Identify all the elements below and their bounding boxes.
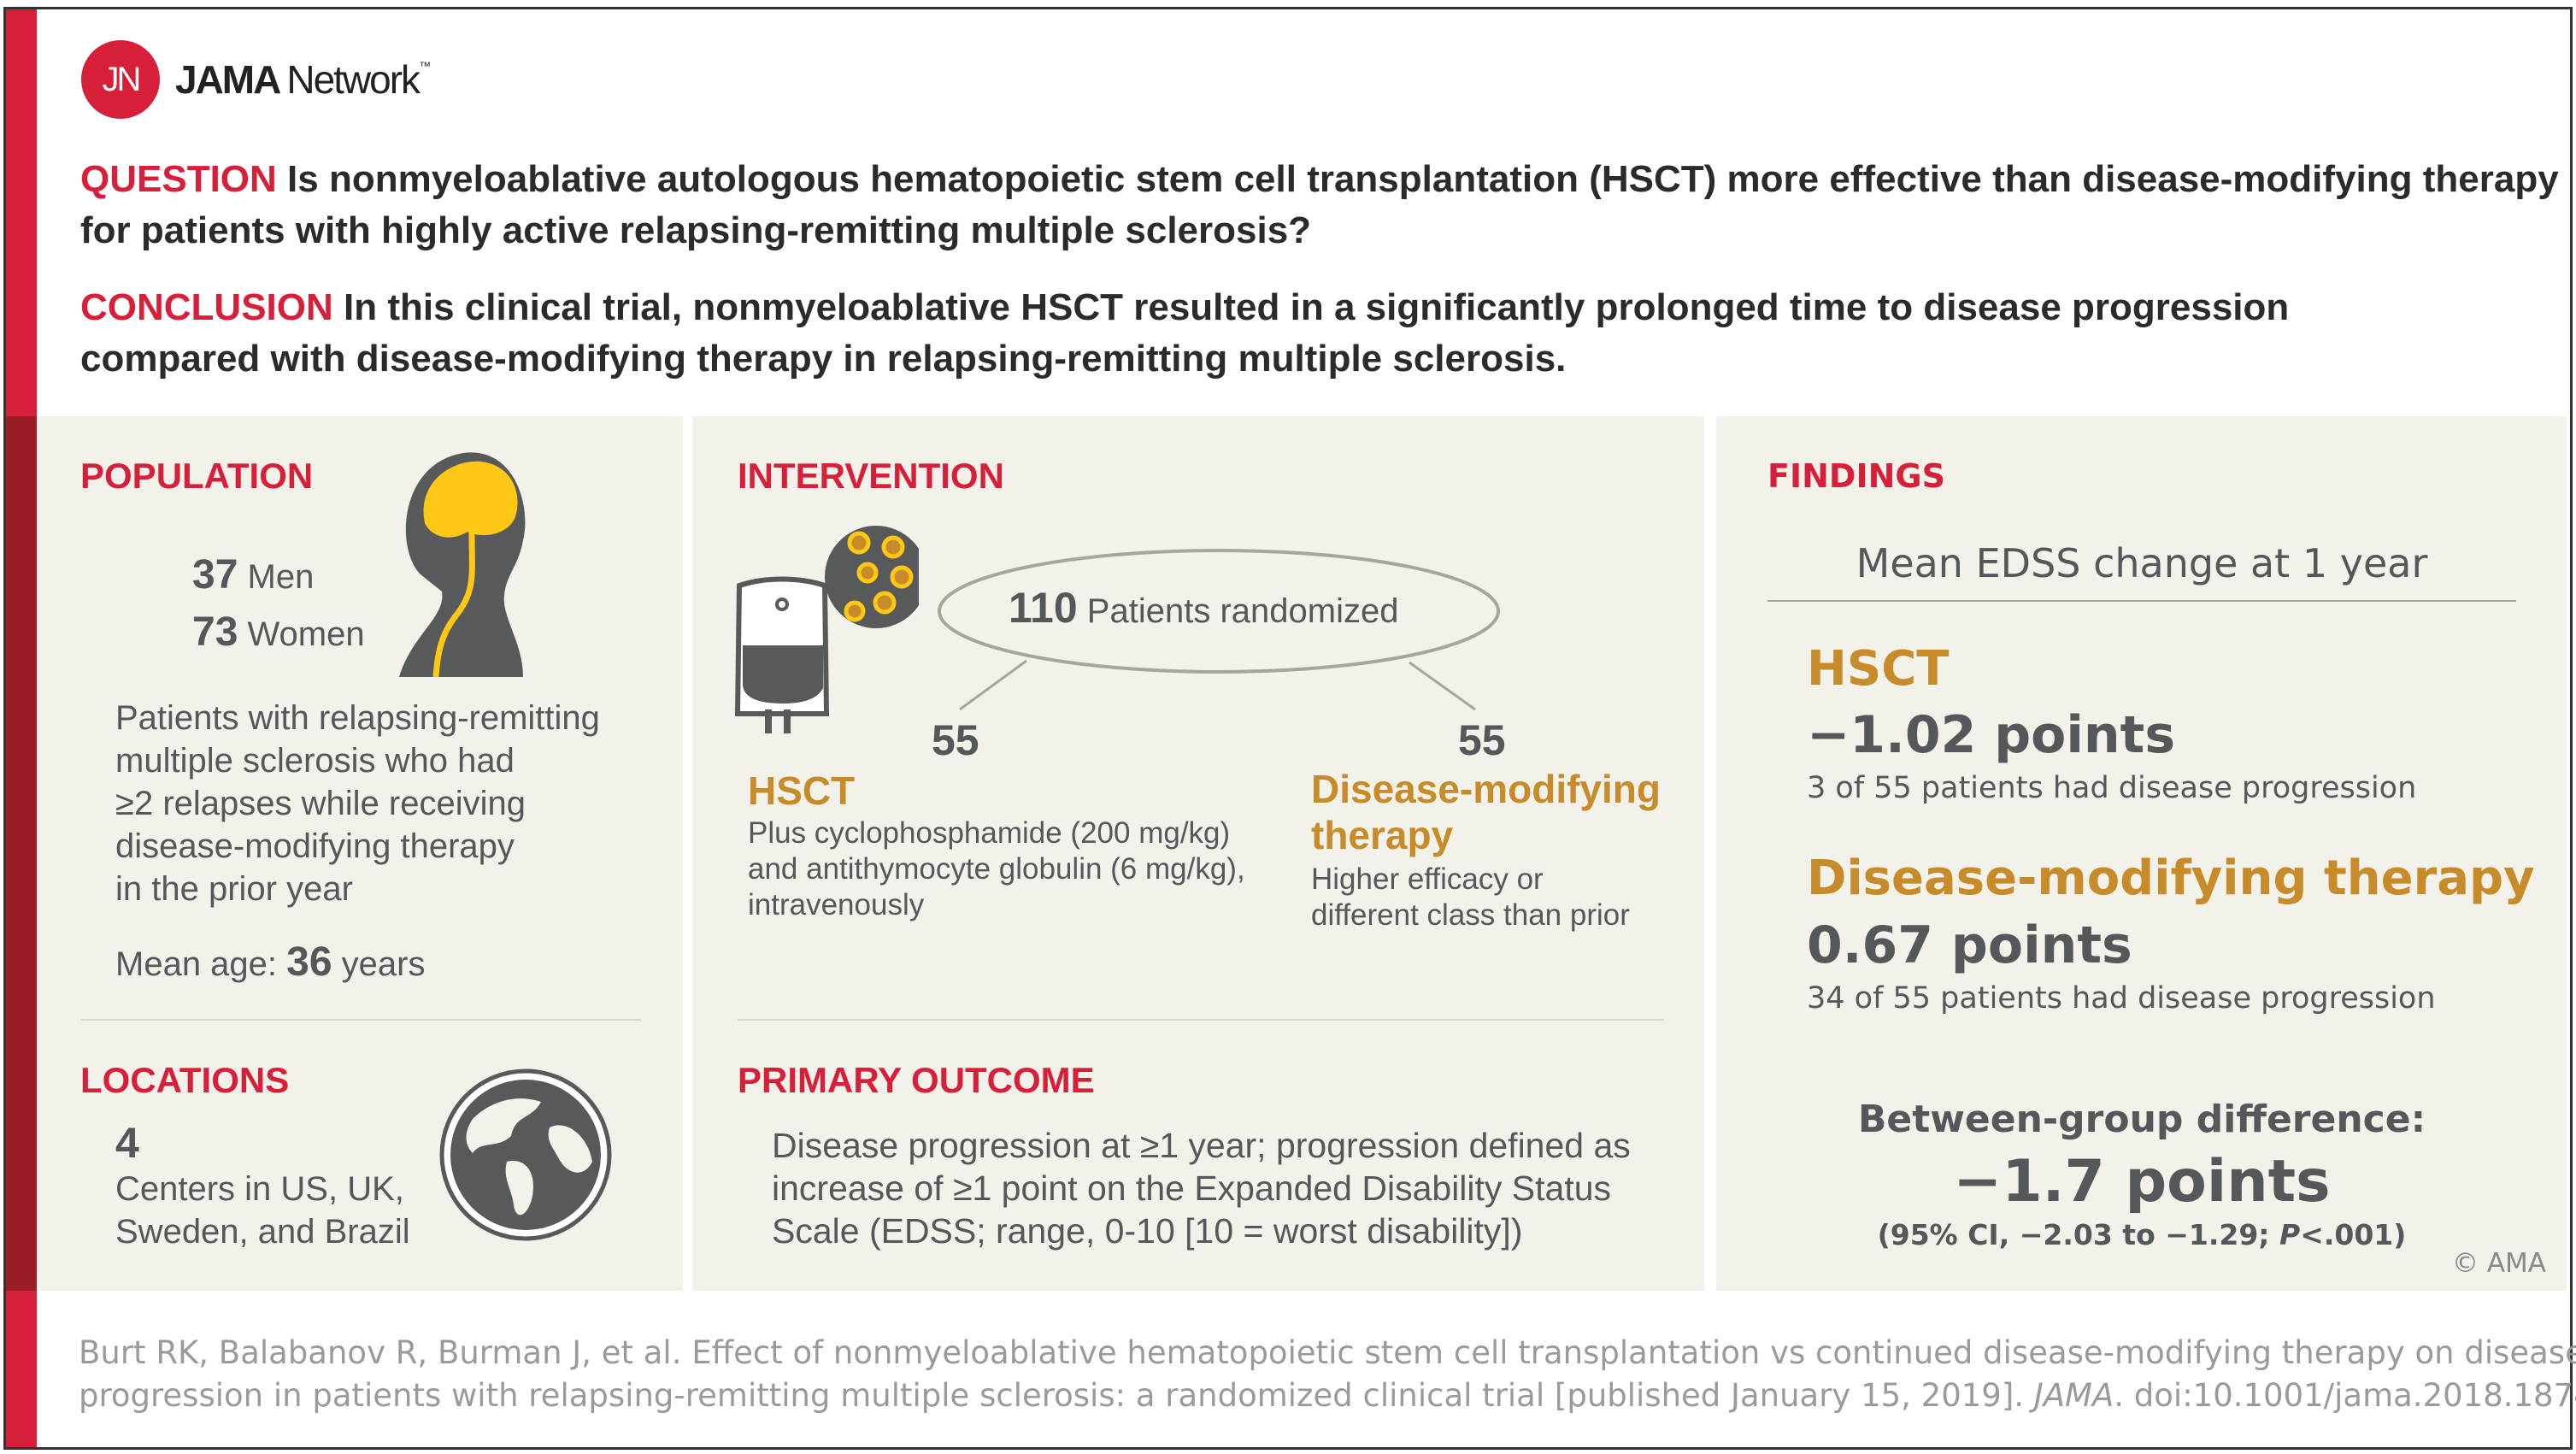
findings-subtitle: Mean EDSS change at 1 year <box>1856 540 2428 586</box>
jn-logo-mark: JN <box>81 40 160 119</box>
citation: Burt RK, Balabanov R, Burman J, et al. E… <box>79 1334 2576 1414</box>
arm-hsct-name: HSCT <box>748 768 856 813</box>
patients-randomized: 110 Patients randomized <box>1009 584 1399 632</box>
head-brain-icon <box>399 452 526 677</box>
conclusion: CONCLUSION In this clinical trial, nonmy… <box>80 282 2289 385</box>
dmt-value: 0.67 points <box>1807 915 2132 975</box>
arm-hsct-count: 55 <box>932 716 979 764</box>
intervention-heading: INTERVENTION <box>738 456 1004 496</box>
population-heading: POPULATION <box>80 456 314 496</box>
primary-outcome-text: Disease progression at ≥1 year; progress… <box>772 1126 1631 1251</box>
between-group-value: −1.7 points <box>1953 1148 2331 1216</box>
dmt-group-name: Disease-modifying therapy <box>1807 851 2535 906</box>
findings-heading: FINDINGS <box>1767 457 1945 495</box>
conclusion-text: In this clinical trial, nonmyeloablative… <box>344 286 2290 328</box>
arm-hsct-description: Plus cyclophosphamide (200 mg/kg) and ant… <box>748 816 1245 921</box>
logo-tm: ™ <box>419 59 432 73</box>
locations-count: 4 <box>115 1119 139 1167</box>
between-group-label: Between-group difference: <box>1857 1098 2426 1141</box>
divider <box>1767 600 2516 602</box>
copyright: © AMA <box>2451 1248 2546 1279</box>
arm-dmt-name: Disease-modifying therapy <box>1311 767 1661 857</box>
hsct-value: −1.02 points <box>1807 705 2176 765</box>
women-count: 73 Women <box>192 609 365 655</box>
logo-text-bold: JAMA <box>175 57 281 102</box>
blood-bag-cells-icon <box>734 526 919 733</box>
randomized-ellipse <box>938 549 1500 674</box>
mean-age: Mean age: 36 years <box>115 939 426 985</box>
divider <box>80 1019 641 1021</box>
randomization-diagram <box>938 549 1500 711</box>
hsct-group-name: HSCT <box>1807 641 1950 697</box>
men-count: 37 Men <box>192 552 315 597</box>
arm-dmt-count: 55 <box>1458 716 1506 764</box>
jama-network-logo: JN JAMA Network ™ <box>81 40 431 119</box>
locations-description: Centers in US, UK, Sweden, and Brazil <box>115 1170 410 1251</box>
divider <box>738 1019 1664 1021</box>
dmt-note: 34 of 55 patients had disease progressio… <box>1807 981 2436 1015</box>
frame <box>3 7 2573 1450</box>
population-description: Patients with relapsing-remitting multipl… <box>115 699 600 908</box>
locations-heading: LOCATIONS <box>80 1060 290 1100</box>
branch-line-left <box>959 659 1027 711</box>
question-text: Is nonmyeloablative autologous hematopoi… <box>287 158 2559 200</box>
conclusion-label: CONCLUSION <box>80 286 333 328</box>
primary-outcome-heading: PRIMARY OUTCOME <box>738 1060 1095 1100</box>
question-text: for patients with highly active relapsin… <box>80 209 1312 251</box>
panel-findings <box>1716 416 2567 1291</box>
confidence-interval: (95% CI, −2.03 to −1.29; P<.001) <box>1877 1218 2407 1251</box>
globe-icon <box>439 1068 612 1241</box>
conclusion-text: compared with disease-modifying therapy … <box>80 338 1567 380</box>
question: QUESTION Is nonmyeloablative autologous … <box>80 154 2559 256</box>
branch-line-right <box>1409 661 1476 711</box>
logo-text-light: Network <box>286 57 421 102</box>
arm-dmt-description: Higher efficacy or different class than p… <box>1311 862 1630 932</box>
question-label: QUESTION <box>80 158 277 200</box>
accent-bar-dark <box>6 416 37 1291</box>
hsct-note: 3 of 55 patients had disease progression <box>1807 771 2417 805</box>
